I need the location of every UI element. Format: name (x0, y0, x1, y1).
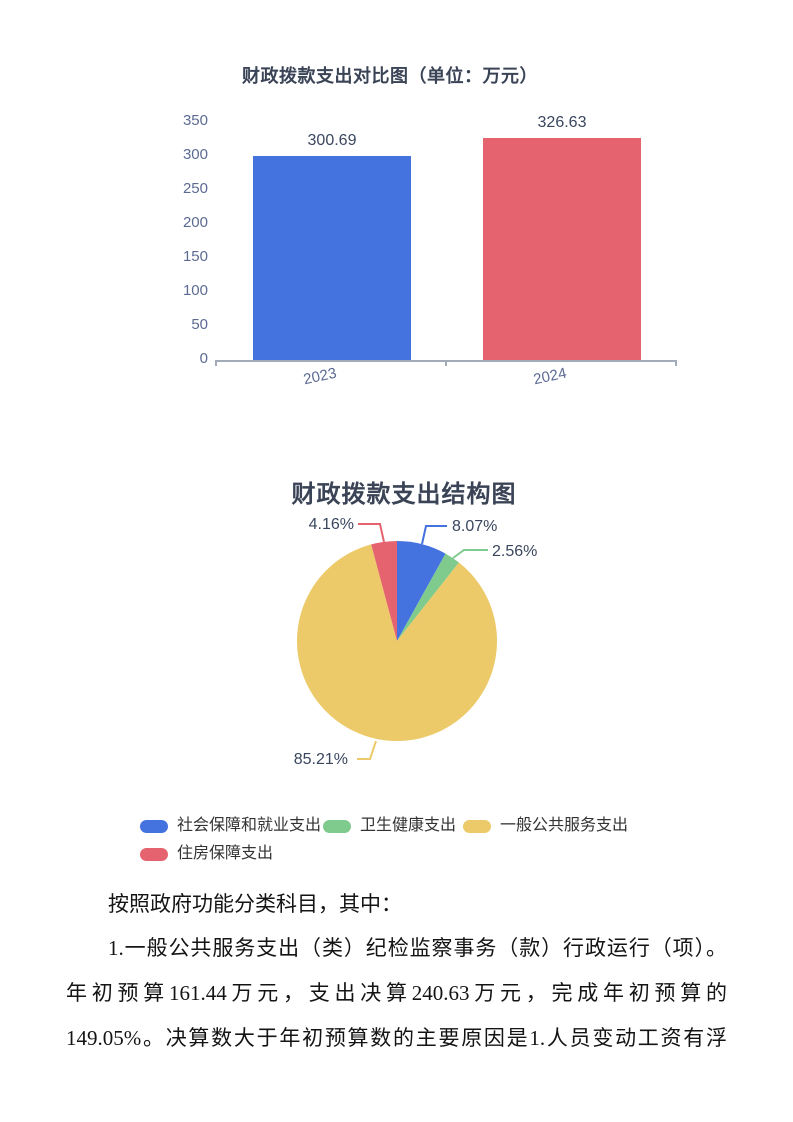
bar-value-2024: 326.63 (537, 113, 587, 131)
y-tick-label: 250 (182, 180, 208, 197)
leader-line-public-services (357, 740, 377, 760)
legend-label: 住房保障支出 (177, 845, 274, 862)
bar-value-2023: 300.69 (307, 131, 357, 149)
paragraph-line: 149.05%。决算数大于年初预算数的主要原因是1.人员变动工资有浮 (66, 1026, 727, 1050)
legend-swatch-red (140, 847, 168, 861)
pie-chart-canvas: 8.07% 2.56% 85.21% 4.16% (294, 516, 538, 768)
pie-slice (296, 544, 497, 742)
y-tick-label: 200 (182, 214, 208, 231)
legend-label: 一般公共服务支出 (500, 817, 629, 834)
pie-chart-title: 财政拨款支出结构图 (291, 481, 517, 508)
legend-swatch-yellow (463, 819, 491, 833)
x-axis-tick (215, 360, 217, 366)
pie-pct-public-services: 85.21% (294, 751, 348, 768)
pie-slice (397, 541, 446, 641)
leader-line-housing (358, 523, 385, 543)
pie-pct-social-security: 8.07% (452, 518, 497, 535)
y-tick-label: 50 (191, 316, 208, 333)
pie-slice (397, 553, 459, 641)
paragraph-intro: 按照政府功能分类科目，其中： (108, 892, 402, 916)
legend-item-housing: 住房保障支出 (140, 845, 273, 863)
x-tick-label-2024: 2024 (531, 364, 569, 389)
y-tick-label: 350 (182, 112, 208, 129)
bar-chart-title: 财政拨款支出对比图（单位：万元） (242, 66, 538, 86)
x-axis-tick (445, 360, 447, 366)
x-axis-tick (675, 360, 677, 366)
bar-y-axis: 350 300 250 200 150 100 50 0 (150, 0, 208, 430)
legend-item-public-services: 一般公共服务支出 (463, 817, 628, 835)
legend-label: 卫生健康支出 (360, 817, 457, 834)
paragraph-line: 年初预算161.44万元，支出决算240.63万元，完成年初预算的 (66, 981, 727, 1005)
paragraph-line: 1.一般公共服务支出（类）纪检监察事务（款）行政运行（项）。 (108, 936, 727, 960)
legend-label: 社会保障和就业支出 (177, 817, 322, 834)
pie-slices (296, 541, 497, 742)
leader-line-social-security (421, 525, 447, 545)
pie-pct-health: 2.56% (492, 543, 537, 560)
pie-pct-housing: 4.16% (309, 516, 354, 533)
x-tick-label-2023: 2023 (301, 364, 339, 389)
leader-line-health (452, 549, 488, 559)
bar-2023 (253, 155, 411, 360)
y-tick-label: 300 (182, 146, 208, 163)
y-tick-label: 150 (182, 248, 208, 265)
legend-item-health: 卫生健康支出 (323, 817, 456, 835)
y-tick-label: 0 (199, 350, 208, 367)
y-tick-label: 100 (182, 282, 208, 299)
legend-swatch-blue (140, 819, 168, 833)
bar-2024 (483, 137, 641, 360)
legend-item-social-security: 社会保障和就业支出 (140, 817, 321, 835)
legend-swatch-green (323, 819, 351, 833)
pie-slice (371, 541, 397, 641)
